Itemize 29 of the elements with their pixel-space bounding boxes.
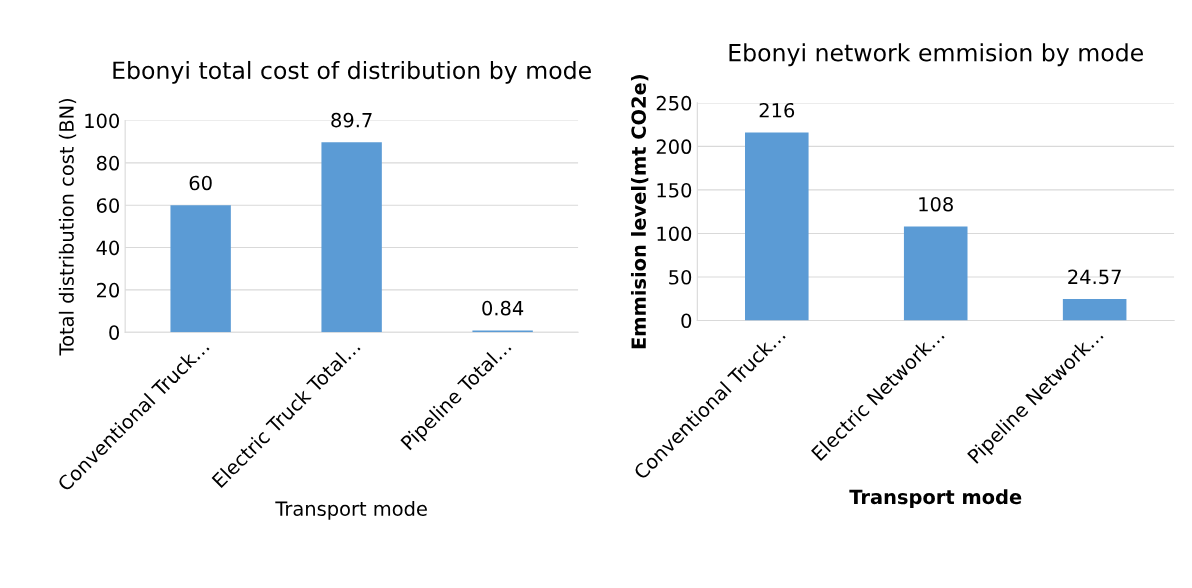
- y-tick-label: 100: [657, 226, 692, 242]
- y-tick-label: 40: [96, 240, 120, 256]
- x-axis-title: Transport mode: [275, 500, 427, 520]
- bar: [1062, 299, 1127, 321]
- bar: [170, 205, 231, 333]
- bar: [321, 142, 382, 333]
- chart-title: Ebonyi total cost of distribution by mode: [113, 60, 591, 84]
- y-tick-label: 50: [669, 269, 692, 285]
- data-label: 24.57: [1068, 269, 1121, 285]
- data-label: 108: [919, 196, 953, 212]
- data-label: 60: [189, 175, 212, 191]
- data-label: 0.84: [482, 300, 524, 316]
- data-label: 216: [759, 102, 795, 118]
- bar: [745, 132, 809, 321]
- y-axis-title: Emmision level(mt CO2e): [630, 75, 649, 349]
- y-tick-label: 60: [96, 198, 120, 213]
- y-tick-label: 200: [656, 139, 692, 155]
- y-tick-label: 150: [657, 182, 692, 198]
- y-tick-label: 20: [96, 282, 120, 298]
- y-tick-label: 100: [85, 113, 120, 129]
- bar: [903, 226, 968, 321]
- chart-title: Ebonyi network emmision by mode: [729, 43, 1143, 67]
- data-label: 89.7: [331, 112, 372, 128]
- y-tick-label: 0: [681, 313, 692, 329]
- x-axis-title: Transport mode: [849, 489, 1022, 508]
- y-tick-label: 80: [96, 155, 120, 171]
- y-axis-title: Total distribution cost (BN): [58, 98, 77, 356]
- y-tick-label: 0: [109, 325, 120, 340]
- y-tick-label: 250: [656, 95, 692, 111]
